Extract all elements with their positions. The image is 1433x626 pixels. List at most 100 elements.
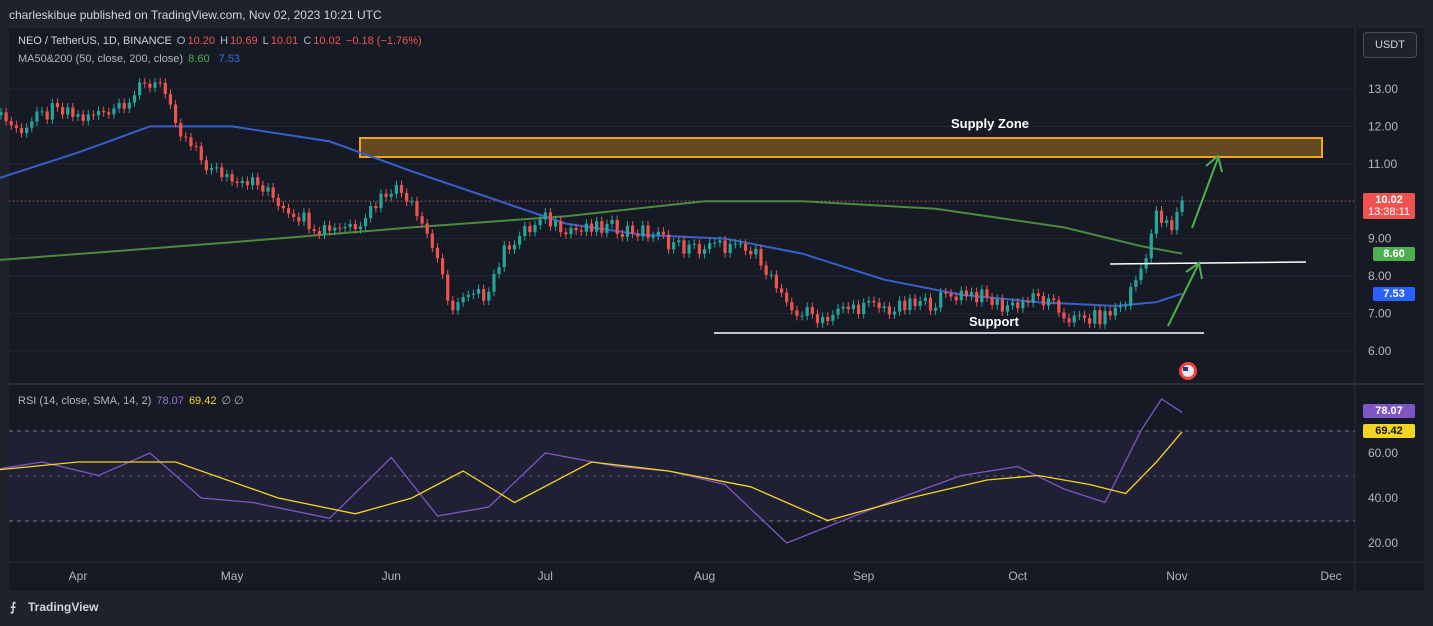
candle-body bbox=[548, 212, 553, 227]
candle-body bbox=[815, 314, 820, 324]
candle-body bbox=[913, 298, 917, 306]
candle-body bbox=[600, 221, 604, 233]
candle-body bbox=[846, 306, 850, 310]
candle-body bbox=[980, 289, 984, 303]
ma200-line-group bbox=[0, 200, 1183, 261]
candle-body bbox=[631, 225, 635, 234]
low-value: 10.01 bbox=[270, 35, 299, 47]
candle-body bbox=[620, 234, 624, 237]
time-tick-label: May bbox=[221, 569, 244, 583]
published-by-text: charleskibue published on TradingView.co… bbox=[9, 8, 382, 22]
ma50-price-tag: 8.60 bbox=[1373, 247, 1415, 261]
candle-body bbox=[138, 82, 142, 96]
time-tick-label: Oct bbox=[1008, 569, 1027, 583]
candle-body bbox=[292, 213, 296, 217]
candle-body bbox=[708, 243, 712, 250]
candle-body bbox=[45, 111, 49, 120]
candle-body bbox=[261, 185, 265, 192]
candle-body bbox=[867, 300, 871, 303]
candle-body bbox=[353, 224, 357, 230]
close-value: 10.02 bbox=[313, 35, 341, 47]
candle-body bbox=[117, 102, 121, 109]
candle-body bbox=[1062, 312, 1066, 319]
candle-body bbox=[682, 240, 686, 254]
time-tick-label: Sep bbox=[853, 569, 875, 583]
rsi-value-tag: 78.07 bbox=[1363, 404, 1415, 418]
candle-body bbox=[769, 274, 773, 276]
flag-icon bbox=[1179, 362, 1197, 380]
candle-body bbox=[579, 230, 583, 232]
candle-body bbox=[266, 187, 270, 192]
candle-body bbox=[127, 102, 131, 109]
candle-body bbox=[451, 300, 455, 311]
candle-body bbox=[641, 225, 645, 237]
candle-body bbox=[666, 234, 671, 250]
candle-body bbox=[939, 292, 943, 308]
rsi-tick-label: 20.00 bbox=[1368, 536, 1398, 550]
price-tick-label: 13.00 bbox=[1368, 82, 1398, 96]
candle-body bbox=[328, 225, 332, 231]
candle-body bbox=[184, 136, 188, 138]
candle-body bbox=[143, 82, 147, 84]
symbol-name[interactable]: NEO / TetherUS, 1D, BINANCE bbox=[18, 35, 172, 47]
rsi-sma-line bbox=[0, 431, 1183, 522]
candle-body bbox=[122, 102, 126, 109]
candle-body bbox=[220, 167, 224, 178]
candle-body bbox=[461, 297, 465, 303]
ma-legend[interactable]: MA50&200 (50, close, 200, close) 8.60 7.… bbox=[18, 53, 242, 65]
candle-body bbox=[507, 245, 511, 250]
candle-body bbox=[523, 226, 527, 236]
candle-body bbox=[615, 219, 619, 234]
candle-body bbox=[718, 240, 722, 243]
candle-body bbox=[1123, 305, 1128, 307]
change-value: −0.18 (−1.76%) bbox=[345, 35, 422, 47]
rsi-tick-label: 60.00 bbox=[1368, 446, 1398, 460]
candle-body bbox=[959, 290, 963, 301]
arrow-lower bbox=[1167, 261, 1203, 327]
candle-body bbox=[379, 193, 383, 209]
rsi-legend[interactable]: RSI (14, close, SMA, 14, 2) 78.07 69.42 … bbox=[18, 394, 246, 407]
candle-body bbox=[112, 108, 116, 115]
candle-body bbox=[363, 218, 368, 227]
rsi-label: RSI (14, close, SMA, 14, 2) bbox=[18, 395, 152, 407]
top-bar: charleskibue published on TradingView.co… bbox=[0, 0, 1433, 28]
rsi-tick-label: 40.00 bbox=[1368, 491, 1398, 505]
candle-body bbox=[728, 243, 732, 254]
candle-body bbox=[348, 224, 352, 227]
candle-body bbox=[800, 315, 804, 317]
candle-body bbox=[928, 297, 933, 311]
rsi-extra: ∅ ∅ bbox=[221, 395, 244, 407]
candle-body bbox=[441, 258, 445, 275]
candle-body bbox=[1031, 293, 1035, 303]
candle-body bbox=[240, 181, 244, 184]
time-tick-label: Jul bbox=[538, 569, 553, 583]
candle-body bbox=[1072, 315, 1076, 323]
candle-body bbox=[14, 125, 18, 129]
candle-body bbox=[1113, 307, 1117, 316]
candle-body bbox=[836, 308, 840, 315]
price-tick-label: 8.00 bbox=[1368, 269, 1392, 283]
candle-body bbox=[297, 216, 301, 222]
candle-body bbox=[887, 306, 891, 315]
candle-body bbox=[1093, 310, 1097, 324]
price-tick-label: 9.00 bbox=[1368, 232, 1392, 246]
candle-body bbox=[333, 227, 337, 231]
candle-body bbox=[399, 185, 404, 194]
candle-body bbox=[35, 111, 39, 122]
ma50-value: 8.60 bbox=[188, 53, 210, 65]
candle-body bbox=[969, 292, 974, 297]
chart-panel[interactable] bbox=[9, 28, 1424, 591]
candle-body bbox=[964, 290, 968, 297]
candle-body bbox=[374, 206, 378, 209]
candle-body bbox=[553, 220, 558, 227]
tradingview-logo[interactable]: ⨍ TradingView bbox=[10, 600, 98, 614]
candle-body bbox=[384, 193, 388, 197]
candle-body bbox=[831, 314, 835, 321]
candle-body bbox=[476, 289, 481, 294]
candle-body bbox=[168, 93, 173, 105]
currency-button[interactable]: USDT bbox=[1363, 32, 1417, 58]
candle-body bbox=[949, 293, 953, 297]
candle-body bbox=[317, 231, 321, 235]
candle-body bbox=[759, 248, 763, 266]
